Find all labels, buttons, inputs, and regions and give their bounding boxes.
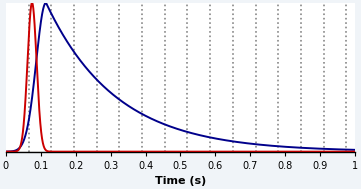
X-axis label: Time (s): Time (s): [155, 176, 206, 186]
